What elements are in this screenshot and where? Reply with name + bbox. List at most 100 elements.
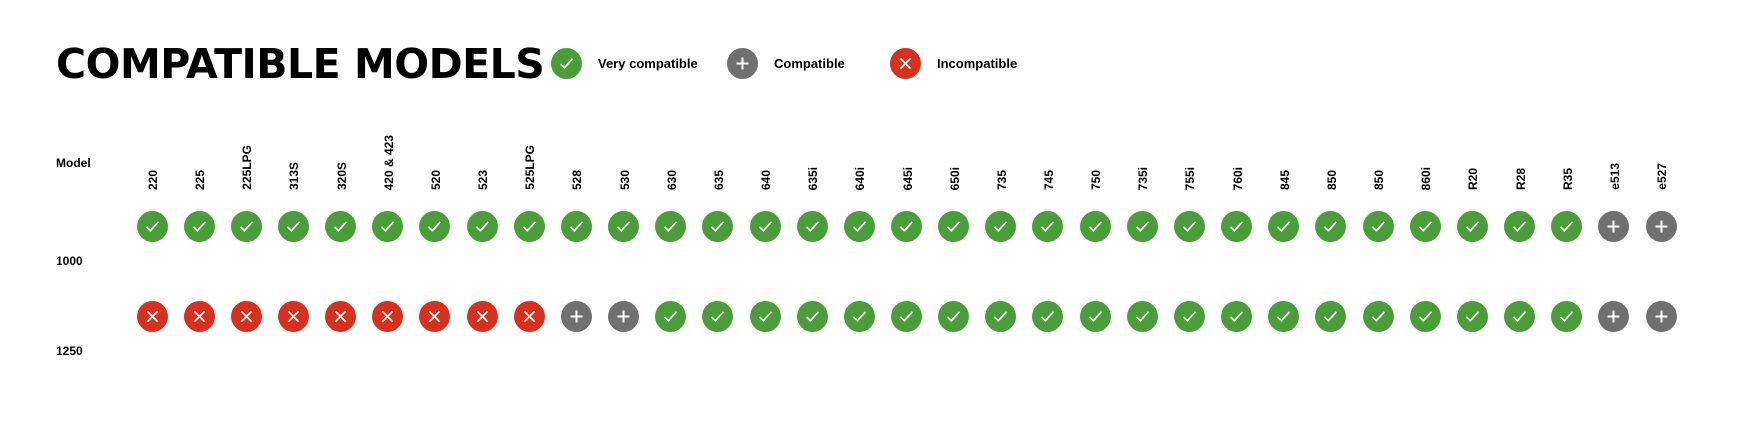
status-cell bbox=[702, 300, 734, 332]
column-header-label: R35 bbox=[1560, 167, 1575, 190]
status-cell bbox=[136, 300, 168, 332]
column-header: 225LPG bbox=[226, 120, 266, 190]
status-cell bbox=[1126, 300, 1158, 332]
check-icon bbox=[325, 210, 357, 242]
check-icon bbox=[1126, 300, 1158, 332]
column-header-label: 760i bbox=[1230, 166, 1245, 190]
check-icon bbox=[1079, 300, 1111, 332]
status-cell bbox=[372, 210, 404, 242]
model-header-label: Model bbox=[56, 156, 91, 170]
status-cell bbox=[655, 300, 687, 332]
check-icon bbox=[796, 210, 828, 242]
status-cell bbox=[1645, 300, 1677, 332]
check-icon bbox=[1173, 300, 1205, 332]
column-header: 745 bbox=[1028, 120, 1068, 190]
column-header: 525LPG bbox=[509, 120, 549, 190]
plus-icon bbox=[1598, 300, 1630, 332]
column-header: R28 bbox=[1500, 120, 1540, 190]
column-header-label: 525LPG bbox=[523, 145, 538, 190]
check-icon bbox=[891, 210, 922, 242]
status-cell bbox=[230, 210, 262, 242]
status-cell bbox=[1173, 300, 1205, 332]
page-title: COMPATIBLE MODELS bbox=[56, 40, 545, 88]
status-cell bbox=[1409, 300, 1441, 332]
column-header-label: 755i bbox=[1183, 166, 1198, 190]
column-header: R20 bbox=[1452, 120, 1492, 190]
status-cell bbox=[1268, 300, 1300, 332]
column-header-label: 850 bbox=[1372, 169, 1387, 190]
column-header-label: 313S bbox=[287, 161, 302, 190]
status-cell bbox=[1362, 210, 1394, 242]
status-cell bbox=[1645, 210, 1677, 242]
column-header-label: 320S bbox=[334, 161, 349, 190]
column-header: 650i bbox=[934, 120, 974, 190]
column-header: 420 & 423 bbox=[368, 120, 408, 190]
status-cell bbox=[419, 300, 451, 332]
column-header-label: 640i bbox=[853, 166, 868, 190]
check-icon bbox=[1079, 210, 1111, 242]
row-label: 1000 bbox=[56, 254, 83, 268]
row-label: 1250 bbox=[56, 344, 83, 358]
status-cell bbox=[702, 210, 734, 242]
check-icon bbox=[608, 210, 640, 242]
check-icon bbox=[513, 210, 545, 242]
x-icon bbox=[325, 300, 357, 332]
status-cell bbox=[1598, 300, 1630, 332]
plus-icon bbox=[608, 300, 640, 332]
check-icon bbox=[1409, 210, 1441, 242]
status-cell bbox=[1504, 300, 1536, 332]
x-icon bbox=[277, 300, 309, 332]
column-header-label: e527 bbox=[1655, 163, 1669, 190]
legend-item-compat: Compatible bbox=[727, 48, 845, 79]
column-header-label: 860i bbox=[1419, 166, 1434, 190]
check-icon bbox=[1221, 210, 1253, 242]
status-cell bbox=[796, 300, 828, 332]
status-cell bbox=[1315, 210, 1347, 242]
status-cell bbox=[1456, 210, 1488, 242]
check-icon bbox=[230, 210, 262, 242]
status-cell bbox=[1221, 300, 1253, 332]
column-header-label: 640 bbox=[759, 169, 774, 190]
column-header: e527 bbox=[1641, 120, 1681, 190]
status-cell bbox=[1504, 210, 1536, 242]
check-icon bbox=[985, 300, 1017, 332]
column-header: 313S bbox=[273, 120, 313, 190]
check-icon bbox=[749, 300, 781, 332]
column-header: e513 bbox=[1594, 120, 1634, 190]
x-icon bbox=[372, 300, 404, 332]
column-header-label: 220 bbox=[146, 169, 160, 190]
check-icon bbox=[551, 48, 582, 79]
status-cell bbox=[560, 300, 592, 332]
status-cell bbox=[749, 300, 781, 332]
column-header-label: 225 bbox=[193, 169, 208, 190]
status-cell bbox=[1315, 300, 1347, 332]
status-cell bbox=[1126, 210, 1158, 242]
status-cell bbox=[1598, 210, 1630, 242]
check-icon bbox=[985, 210, 1017, 242]
column-header: R35 bbox=[1547, 120, 1587, 190]
check-icon bbox=[466, 210, 498, 242]
x-icon bbox=[513, 300, 545, 332]
check-icon bbox=[1362, 210, 1394, 242]
column-header-label: e513 bbox=[1607, 163, 1622, 190]
status-cell bbox=[513, 300, 545, 332]
column-header-label: 845 bbox=[1277, 169, 1292, 190]
check-icon bbox=[1551, 300, 1583, 332]
status-cell bbox=[183, 210, 215, 242]
status-cell bbox=[466, 210, 498, 242]
status-cell bbox=[560, 210, 592, 242]
plus-icon bbox=[1645, 300, 1677, 332]
x-icon bbox=[419, 300, 451, 332]
check-icon bbox=[843, 210, 875, 242]
status-cell bbox=[608, 210, 640, 242]
column-header-label: R20 bbox=[1466, 167, 1481, 190]
check-icon bbox=[938, 210, 970, 242]
check-icon bbox=[938, 300, 970, 332]
status-cell bbox=[1268, 210, 1300, 242]
check-icon bbox=[1315, 210, 1347, 242]
check-icon bbox=[843, 300, 875, 332]
status-cell bbox=[938, 210, 970, 242]
check-icon bbox=[891, 300, 922, 332]
status-cell bbox=[938, 300, 970, 332]
status-cell bbox=[325, 210, 357, 242]
